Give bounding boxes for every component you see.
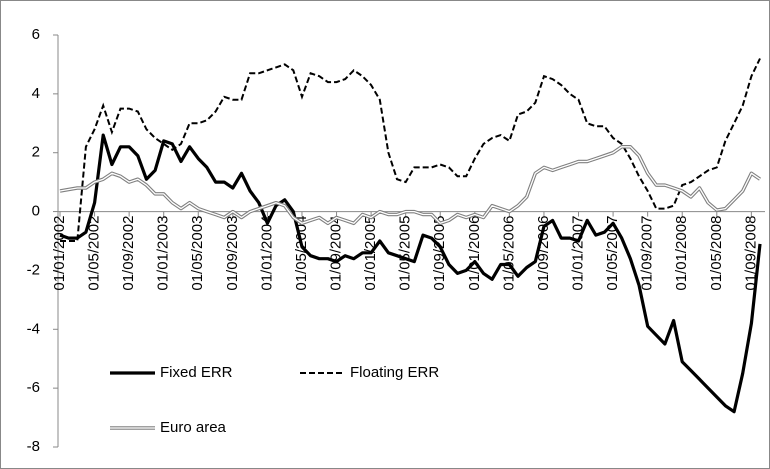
line-series bbox=[59, 133, 762, 414]
x-tick-label: 01/01/2008 bbox=[673, 216, 690, 291]
x-tick-label: 01/05/2003 bbox=[189, 216, 206, 291]
y-tick-label: -2 bbox=[27, 261, 40, 278]
y-tick-label: 0 bbox=[32, 203, 40, 220]
x-tick-label: 01/09/2003 bbox=[224, 216, 241, 291]
y-tick-label: -4 bbox=[27, 320, 40, 337]
x-tick-label: 01/01/2004 bbox=[258, 216, 275, 291]
y-tick-label: -6 bbox=[27, 379, 40, 396]
x-tick-label: 01/09/2004 bbox=[328, 216, 345, 291]
x-tick-label: 01/01/2003 bbox=[155, 216, 172, 291]
x-tick-label: 01/09/2005 bbox=[431, 216, 448, 291]
legend-label: Floating ERR bbox=[350, 364, 439, 381]
x-tick-label: 01/05/2002 bbox=[86, 216, 103, 291]
legend-label: Fixed ERR bbox=[160, 364, 233, 381]
x-tick-label: 01/05/2007 bbox=[604, 216, 621, 291]
x-tick-label: 01/05/2008 bbox=[708, 216, 725, 291]
y-tick-label: -8 bbox=[27, 438, 40, 455]
x-tick-label: 01/05/2005 bbox=[397, 216, 414, 291]
x-tick-label: 01/05/2004 bbox=[293, 216, 310, 291]
y-tick-label: 2 bbox=[32, 144, 40, 161]
x-tick-label: 01/09/2007 bbox=[639, 216, 656, 291]
x-tick-label: 01/09/2008 bbox=[742, 216, 759, 291]
line-series-inner bbox=[59, 146, 761, 224]
x-tick-label: 01/05/2006 bbox=[500, 216, 517, 291]
x-tick-label: 01/09/2002 bbox=[120, 216, 137, 291]
x-tick-label: 01/01/2002 bbox=[51, 216, 68, 291]
x-tick-label: 01/01/2006 bbox=[466, 216, 483, 291]
y-tick-label: 4 bbox=[32, 85, 40, 102]
y-tick-label: 6 bbox=[32, 26, 40, 43]
x-tick-label: 01/09/2006 bbox=[535, 216, 552, 291]
legend-label: Euro area bbox=[160, 419, 227, 436]
line-series bbox=[60, 58, 761, 242]
